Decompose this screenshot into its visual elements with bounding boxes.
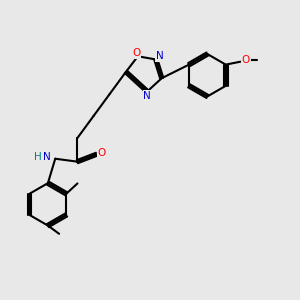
Text: N: N	[155, 51, 163, 61]
Text: O: O	[242, 55, 250, 65]
Text: N: N	[44, 152, 51, 162]
Text: O: O	[132, 48, 140, 58]
Text: N: N	[143, 91, 151, 100]
Text: O: O	[98, 148, 106, 158]
Text: H: H	[34, 152, 41, 162]
